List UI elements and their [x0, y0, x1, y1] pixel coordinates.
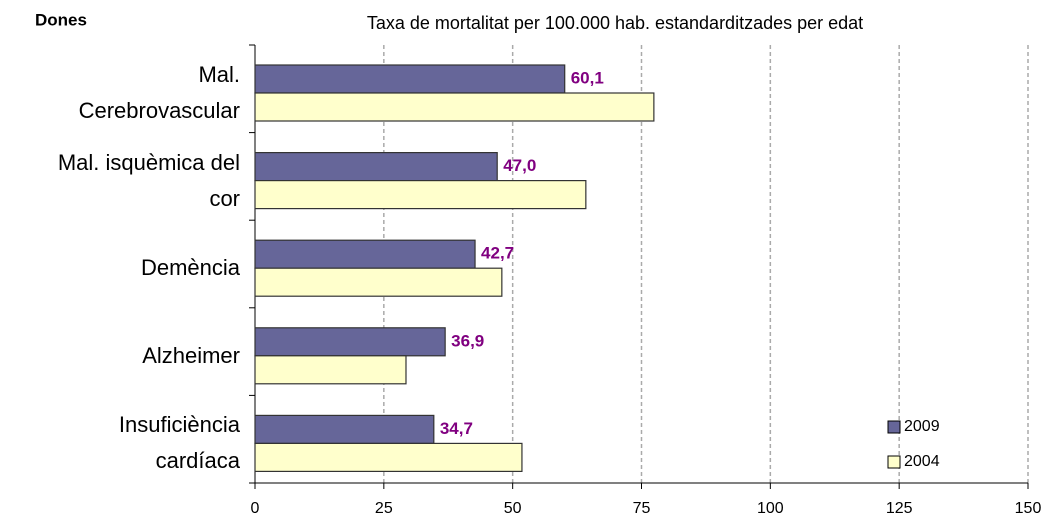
legend-swatch — [887, 455, 901, 469]
legend-label: 2004 — [904, 453, 940, 470]
x-tick-label: 100 — [757, 500, 784, 517]
y-tick-label: Mal. isquèmica del cor — [57, 149, 240, 211]
bar — [254, 355, 407, 385]
data-label: 47,0 — [503, 156, 536, 175]
y-tick-label: Demència — [140, 255, 240, 281]
y-tick-label: Mal. Cerebrovascular — [78, 62, 240, 123]
bar — [254, 180, 587, 210]
chart-title: Taxa de mortalitat per 100.000 hab. esta… — [367, 13, 863, 33]
data-label: 36,9 — [451, 331, 484, 350]
bar — [254, 239, 476, 269]
bar — [254, 152, 498, 182]
chart-label: Dones — [35, 10, 87, 29]
bar — [254, 442, 523, 472]
data-label: 42,7 — [481, 244, 514, 263]
x-tick-label: 75 — [633, 500, 651, 517]
legend-label: 2009 — [904, 418, 940, 435]
data-label: 60,1 — [571, 68, 604, 87]
x-tick-label: 50 — [504, 500, 522, 517]
bar — [254, 267, 503, 297]
bar — [254, 92, 655, 122]
legend-swatch — [887, 420, 901, 434]
data-label: 34,7 — [440, 419, 473, 438]
bar — [254, 64, 566, 94]
bar — [254, 414, 435, 444]
x-tick-label: 125 — [886, 500, 913, 517]
x-tick-label: 150 — [1015, 500, 1042, 517]
bar — [254, 327, 446, 357]
y-tick-label: Insuficiència cardíaca — [118, 412, 240, 474]
x-tick-label: 25 — [375, 500, 393, 517]
y-tick-label: Alzheimer — [142, 342, 240, 368]
x-tick-label: 0 — [251, 500, 260, 517]
